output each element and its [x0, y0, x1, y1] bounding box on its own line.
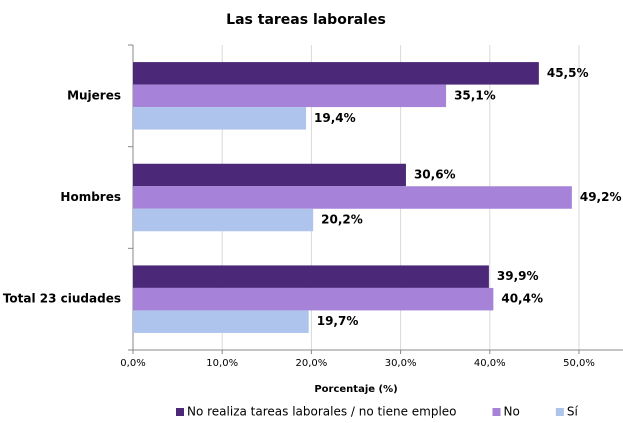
x-tick-label: 0,0%: [120, 358, 145, 369]
bar: [133, 107, 307, 130]
y-tick-label: Total 23 ciudades: [3, 292, 121, 306]
data-label: 30,6%: [414, 168, 456, 182]
x-tick-label: 10,0%: [206, 358, 238, 369]
x-tick-label: 20,0%: [296, 358, 328, 369]
bar: [133, 310, 309, 333]
data-label: 39,9%: [497, 269, 539, 283]
bar: [133, 62, 539, 85]
chart-title: Las tareas laborales: [226, 12, 386, 28]
legend-swatch: [555, 408, 564, 416]
data-label: 49,2%: [580, 190, 622, 204]
y-tick-label: Hombres: [60, 190, 121, 204]
bar: [133, 208, 314, 232]
legend-label: No realiza tareas laborales / no tiene e…: [187, 405, 457, 419]
data-label: 45,5%: [547, 66, 589, 80]
bar: [133, 265, 489, 288]
x-tick-label: 50,0%: [563, 358, 595, 369]
data-label: 35,1%: [454, 88, 496, 102]
legend-swatch: [492, 408, 501, 416]
data-label: 20,2%: [321, 213, 363, 227]
legend-label: Sí: [567, 405, 579, 419]
bar: [133, 84, 447, 108]
legend-swatch: [176, 408, 184, 416]
x-axis-label: Porcentaje (%): [314, 384, 397, 395]
bar: [133, 163, 406, 187]
legend-label: No: [504, 405, 520, 419]
bar: [133, 186, 572, 209]
x-tick-label: 40,0%: [474, 358, 506, 369]
data-label: 40,4%: [501, 292, 543, 306]
y-tick-label: Mujeres: [67, 88, 121, 102]
x-tick-label: 30,0%: [385, 358, 417, 369]
bar: [133, 287, 494, 311]
data-label: 19,4%: [314, 111, 356, 125]
data-label: 19,7%: [317, 314, 359, 328]
